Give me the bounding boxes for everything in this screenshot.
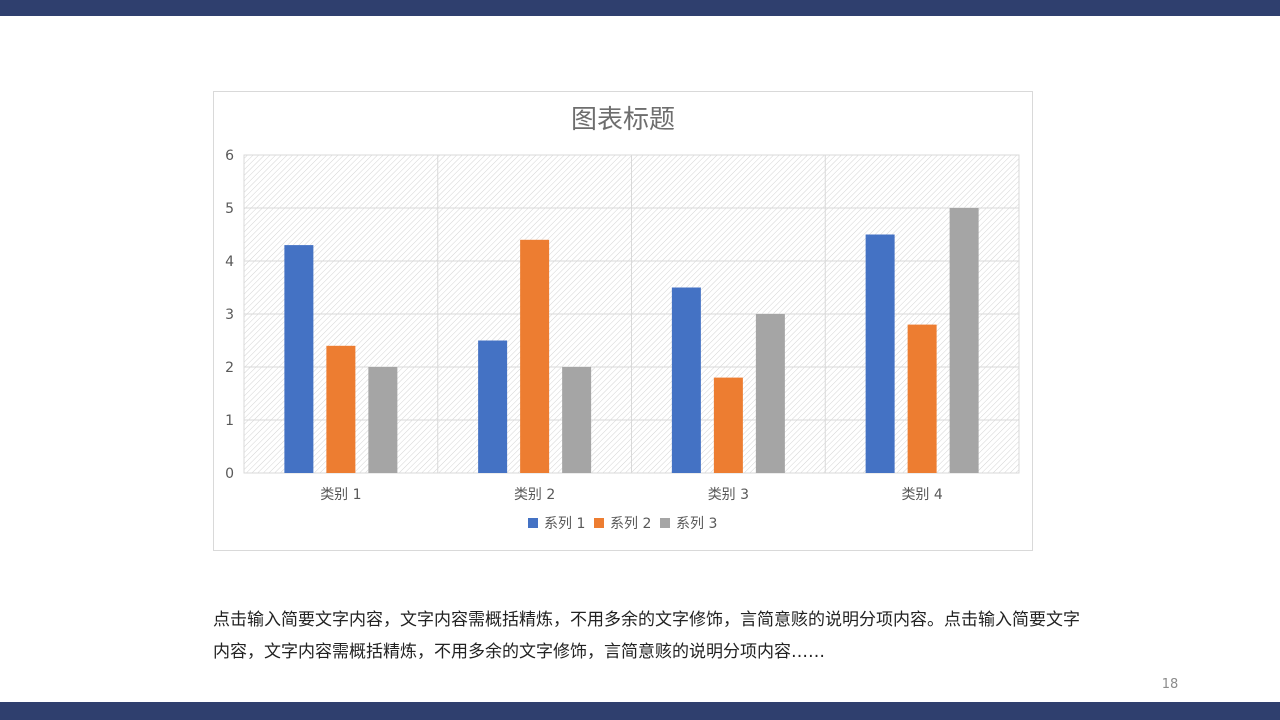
x-category-label: 类别 1 bbox=[320, 487, 361, 503]
x-category-label: 类别 4 bbox=[901, 487, 942, 503]
legend-swatch bbox=[660, 518, 670, 528]
x-category-label: 类别 3 bbox=[708, 487, 749, 503]
bars bbox=[284, 208, 979, 473]
x-axis-labels: 类别 1 类别 2 类别 3 类别 4 bbox=[320, 487, 943, 503]
y-tick-label: 0 bbox=[225, 466, 234, 482]
page-number: 18 bbox=[1161, 677, 1179, 692]
x-category-label: 类别 2 bbox=[514, 487, 555, 503]
bar-series1-category2 bbox=[478, 340, 508, 473]
bar-series3-category3 bbox=[755, 314, 785, 473]
bar-series2-category2 bbox=[520, 239, 550, 473]
bar-series1-category3 bbox=[671, 287, 701, 473]
legend: 系列 1 系列 2 系列 3 bbox=[528, 516, 717, 532]
bar-series2-category4 bbox=[907, 324, 937, 473]
bar-series2-category3 bbox=[713, 377, 743, 473]
legend-swatch bbox=[528, 518, 538, 528]
legend-swatch bbox=[594, 518, 604, 528]
y-axis-ticks: 0 1 2 3 4 5 6 bbox=[225, 148, 234, 482]
top-accent-bar bbox=[0, 0, 1280, 16]
legend-label: 系列 2 bbox=[610, 516, 651, 532]
bar-series3-category1 bbox=[368, 367, 398, 473]
y-tick-label: 5 bbox=[225, 201, 234, 217]
chart-title: 图表标题 bbox=[571, 105, 675, 135]
bar-series1-category4 bbox=[865, 234, 895, 473]
bottom-accent-bar bbox=[0, 702, 1280, 720]
bar-series2-category1 bbox=[326, 345, 356, 473]
legend-label: 系列 1 bbox=[544, 516, 585, 532]
description-text: 点击输入简要文字内容，文字内容需概括精炼，不用多余的文字修饰，言简意赅的说明分项… bbox=[213, 610, 1080, 662]
legend-label: 系列 3 bbox=[676, 516, 717, 532]
bar-series3-category4 bbox=[949, 208, 979, 473]
bar-series3-category2 bbox=[562, 367, 592, 473]
y-tick-label: 6 bbox=[225, 148, 234, 164]
bar-series1-category1 bbox=[284, 245, 314, 473]
y-tick-label: 2 bbox=[225, 360, 234, 376]
y-tick-label: 1 bbox=[225, 413, 234, 429]
y-tick-label: 3 bbox=[225, 307, 234, 323]
y-tick-label: 4 bbox=[225, 254, 234, 270]
